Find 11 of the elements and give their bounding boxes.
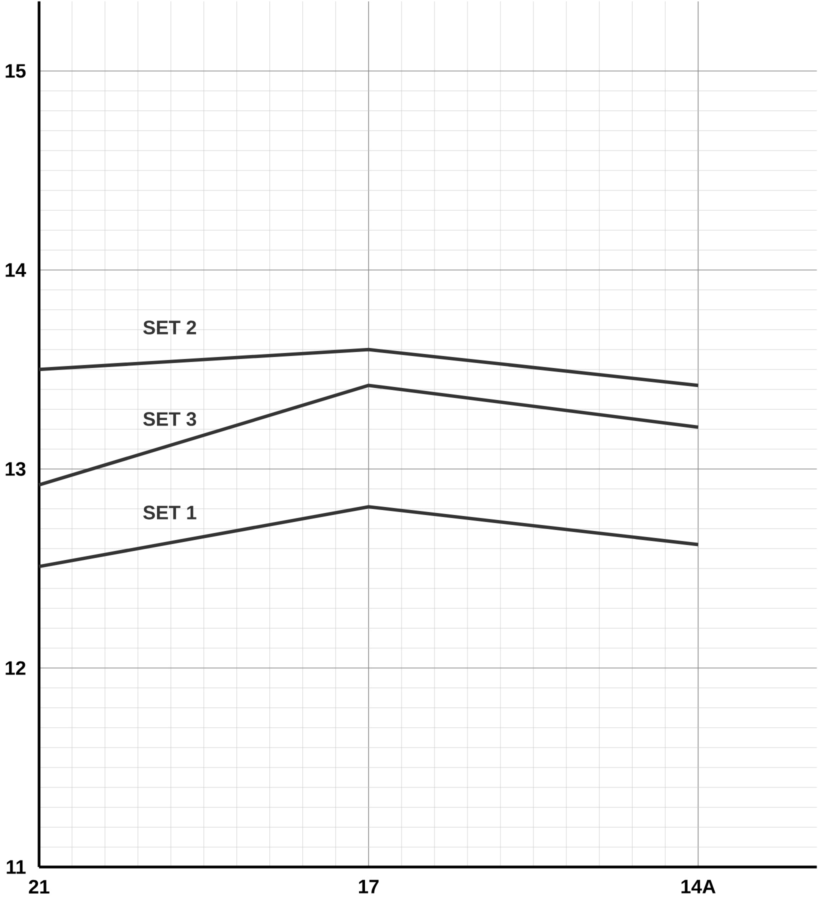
x-tick-label: 21 <box>28 880 50 894</box>
x-tick-label: 17 <box>358 880 379 894</box>
y-tick-label: 12 <box>6 661 26 675</box>
y-tick-label: 11 <box>6 860 26 874</box>
series-label: SET 3 <box>143 412 196 426</box>
y-tick-label: 15 <box>6 64 26 78</box>
x-tick-label: 14A <box>681 880 716 894</box>
y-tick-label: 14 <box>6 263 26 277</box>
series-label: SET 1 <box>143 506 196 520</box>
y-tick-label: 13 <box>6 462 26 476</box>
series-label: SET 2 <box>143 320 196 334</box>
